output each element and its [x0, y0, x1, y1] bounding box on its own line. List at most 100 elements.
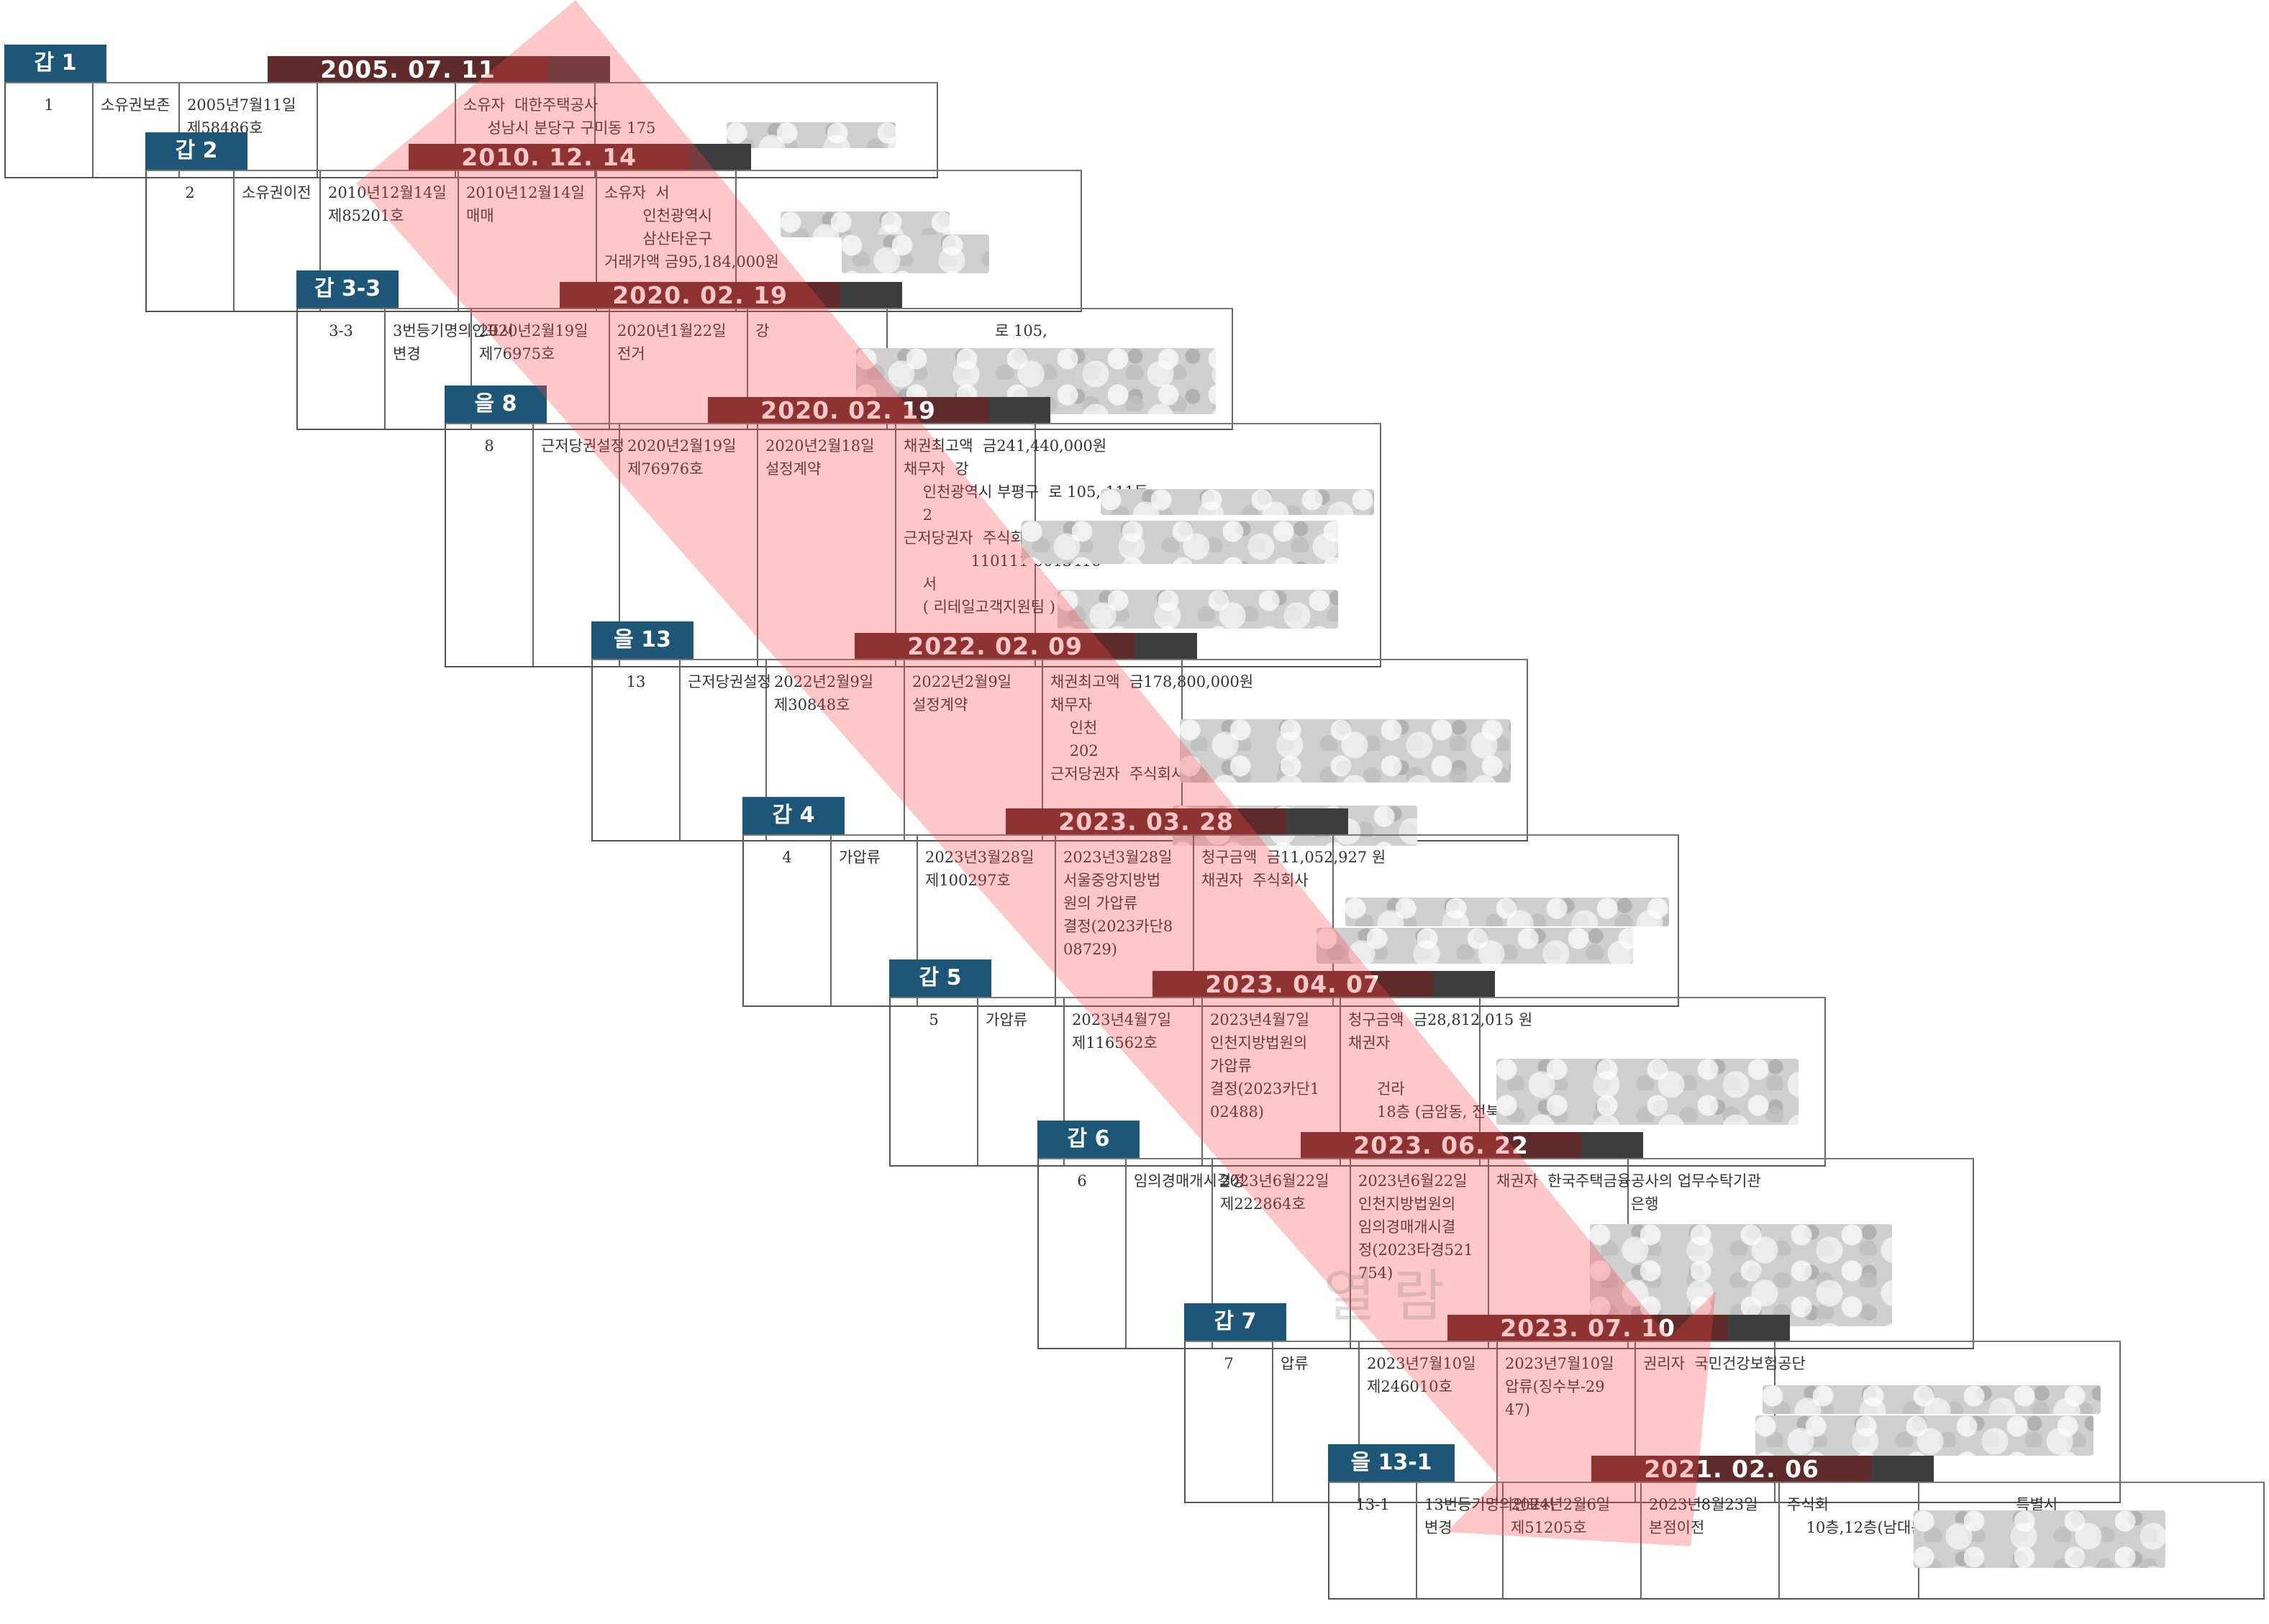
redaction-block: [1101, 489, 1374, 515]
entry-reception: 2023년7월10일 제246010호: [1367, 1355, 1476, 1395]
entry-holder: 채권자 한국주택금융공사의 업무수탁기관 은행: [1496, 1172, 1761, 1213]
entry-reception: 2020년2월19일 제76976호: [627, 437, 737, 478]
entry-reception: 2022년2월9일 제30848호: [774, 673, 874, 713]
register-entry: 갑 6 2023. 06. 22 6 임의경매개시결정 2023년6월22일 제2228…: [1037, 1121, 1974, 1374]
date-bar: 2010. 12. 14: [409, 143, 751, 171]
entry-reception: 2023년6월22일 제222864호: [1220, 1172, 1329, 1213]
redaction-block: [1914, 1510, 2165, 1568]
entry-cause: 2020년1월22일 전거: [617, 322, 727, 362]
entry-holder: 권리자 국민건강보험공단: [1643, 1355, 1806, 1372]
entry-number: 3-3: [329, 322, 353, 339]
redaction-block: [1058, 590, 1338, 629]
entry-date: 2022. 02. 09: [907, 632, 1083, 660]
entry-purpose: 근저당권설정: [541, 437, 624, 455]
redaction-block: [842, 234, 989, 273]
entry-purpose: 압류: [1281, 1355, 1309, 1372]
entry-purpose: 13번등기명의인표시 변경: [1424, 1496, 1555, 1536]
entry-cause: 2023년4월7일 인천지방법원의 가압류 결정(2023카단1 02488): [1210, 1011, 1320, 1121]
entry-reception: 2020년2월19일 제76975호: [479, 322, 588, 362]
date-bar: 2020. 02. 19: [560, 281, 902, 309]
entry-reception: 2010년12월14일 제85201호: [328, 184, 447, 224]
entry-purpose: 소유권보존: [101, 96, 170, 114]
redaction-block: [727, 122, 896, 148]
entry-cause: 2010년12월14일 매매: [466, 184, 585, 224]
register-entry: 갑 3-3 2020. 02. 19 3-3 3번등기명의인표시 변경 2020년2월1…: [296, 270, 1233, 455]
entry-table: 3-3 3번등기명의인표시 변경 2020년2월19일 제76975호 2020년1월…: [296, 308, 1233, 430]
redaction-block: [1317, 928, 1633, 964]
entry-tag: 을 13-1: [1328, 1444, 1455, 1482]
entry-tag: 을 13: [591, 621, 694, 659]
redaction-block: [1763, 1385, 2101, 1414]
redaction-block: [1180, 719, 1511, 783]
entry-purpose: 근저당권설정: [688, 673, 771, 690]
date-bar: 2021. 02. 06: [1591, 1455, 1934, 1483]
entry-purpose: 소유권이전: [242, 184, 312, 201]
entry-tag: 갑 3-3: [296, 270, 399, 308]
entry-table: 6 임의경매개시결정 2023년6월22일 제222864호 2023년6월22일 인…: [1037, 1158, 1974, 1349]
entry-tag: 갑 6: [1037, 1121, 1140, 1158]
entry-purpose: 3번등기명의인표시 변경: [393, 322, 514, 362]
entry-cause: 2023년6월22일 인천지방법원의 임의경매개시결 정(2023타경521 7…: [1358, 1172, 1473, 1282]
entry-date: 2010. 12. 14: [461, 143, 637, 171]
redaction-block: [1496, 1059, 1799, 1125]
entry-tag: 갑 5: [889, 959, 991, 997]
date-bar: 2023. 07. 10: [1447, 1314, 1790, 1342]
redaction-block: [1590, 1224, 1892, 1326]
entry-cause: 2023년8월23일 본점이전: [1649, 1496, 1758, 1536]
redaction-block: [781, 211, 950, 237]
entry-date: 2023. 07. 10: [1500, 1314, 1676, 1342]
date-bar: 2022. 02. 09: [855, 632, 1197, 660]
watermark: 열 람: [1324, 1264, 1445, 1329]
entry-reception: 2023년4월7일 제116562호: [1072, 1011, 1172, 1052]
register-entry: 갑 1 2005. 07. 11 1 소유권보존 2005년7월11일 제58486호 소…: [4, 45, 938, 203]
entry-holder: 소유자 서 인천광역시 삼산타운구 거래가액 금95,184,000원: [604, 184, 779, 270]
redaction-block: [1755, 1415, 2093, 1456]
entry-number: 2: [185, 184, 195, 201]
entry-date: 2021. 02. 06: [1644, 1455, 1820, 1483]
entry-tag: 갑 1: [4, 45, 106, 82]
date-bar: 2023. 06. 22: [1301, 1131, 1643, 1159]
entry-date: 2023. 06. 22: [1353, 1131, 1529, 1159]
entry-reception: 2023년3월28일 제100297호: [925, 849, 1035, 889]
entry-number: 7: [1224, 1355, 1234, 1372]
redaction-block: [1022, 521, 1338, 564]
entry-number: 4: [782, 849, 792, 866]
entry-holder: 청구금액 금11,052,927 원 채권자 주식회사: [1201, 849, 1386, 889]
entry-date: 2023. 04. 07: [1205, 970, 1381, 998]
entry-date: 2023. 03. 28: [1058, 808, 1234, 836]
entry-date: 2020. 02. 19: [612, 281, 788, 309]
redaction-block: [1345, 898, 1669, 926]
register-entry: 갑 7 2023. 07. 10 7 압류 2023년7월10일 제246010호 202…: [1184, 1303, 2121, 1528]
date-bar: 2005. 07. 11: [268, 55, 610, 83]
entry-table: 2 소유권이전 2010년12월14일 제85201호 2010년12월14일 매매 소…: [145, 170, 1082, 312]
entry-cause: 2020년2월18일 설정계약: [765, 437, 875, 478]
entry-reception: 2024년2월6일 제51205호: [1511, 1496, 1611, 1536]
entry-tag: 을 8: [445, 386, 547, 423]
entry-date: 2020. 02. 19: [760, 396, 937, 424]
entry-holder: 강 로 105,: [755, 322, 1047, 339]
entry-number: 13-1: [1355, 1496, 1390, 1513]
register-entry: 갑 4 2023. 03. 28 4 가압류 2023년3월28일 제100297호 20…: [742, 797, 1679, 1031]
entry-table: 4 가압류 2023년3월28일 제100297호 2023년3월28일 서울중앙지방…: [742, 834, 1679, 1007]
entry-purpose: 가압류: [986, 1011, 1027, 1028]
date-bar: 2023. 03. 28: [1006, 808, 1348, 836]
entry-purpose: 임의경매개시결정: [1134, 1172, 1245, 1190]
entry-number: 6: [1077, 1172, 1087, 1190]
entry-tag: 갑 2: [145, 132, 247, 170]
entry-number: 8: [484, 437, 494, 455]
entry-tag: 갑 4: [742, 797, 845, 834]
date-bar: 2023. 04. 07: [1152, 970, 1495, 998]
register-entry: 갑 2 2010. 12. 14 2 소유권이전 2010년12월14일 제85201호…: [145, 132, 1082, 337]
entry-number: 1: [44, 96, 54, 114]
entry-table: 7 압류 2023년7월10일 제246010호 2023년7월10일 압류(징수부-…: [1184, 1341, 2121, 1503]
entry-purpose: 가압류: [839, 849, 881, 866]
entry-number: 5: [929, 1011, 939, 1028]
entry-holder: 소유자 대한주택공사 성남시 분당구 구미동 175: [463, 96, 656, 137]
entry-cause: 2023년3월28일 서울중앙지방법 원의 가압류 결정(2023카단8 087…: [1063, 849, 1173, 958]
entry-number: 13: [626, 673, 646, 690]
date-bar: 2020. 02. 19: [708, 396, 1050, 424]
entry-cause: 2022년2월9일 설정계약: [912, 673, 1012, 713]
entry-date: 2005. 07. 11: [320, 55, 496, 83]
entry-tag: 갑 7: [1184, 1303, 1286, 1341]
